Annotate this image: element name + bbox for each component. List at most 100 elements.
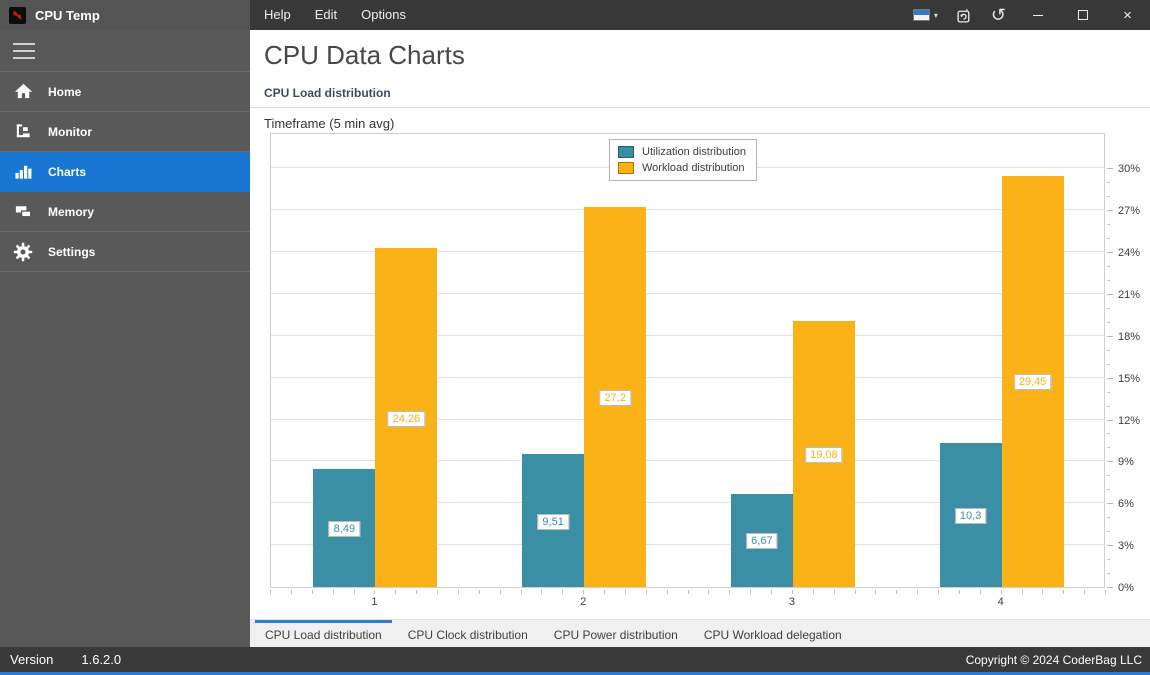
hamburger-menu-icon[interactable] [13,43,35,59]
y-minor-tick [1107,363,1110,365]
y-minor-tick [1107,489,1110,491]
x-category-label: 4 [997,596,1004,608]
y-minor-tick [1107,433,1110,435]
y-minor-tick [1107,349,1110,351]
x-tick [896,590,898,594]
minimize-button[interactable] [1015,0,1060,30]
x-tick [791,590,793,594]
y-tick [1107,210,1113,212]
y-minor-tick [1107,238,1110,240]
x-tick [771,590,772,594]
chart-tabstrip: CPU Load distribution CPU Clock distribu… [250,619,1150,647]
x-tick [270,590,271,594]
copyright-text: Copyright © 2024 CoderBag LLC [965,652,1142,667]
y-tick-label: 3% [1118,540,1134,553]
language-flag-icon [912,9,930,21]
titlebar: CPU Temp Help Edit Options ▾ [0,0,1150,30]
bar-value-label: 24,26 [387,410,426,427]
x-tick [583,590,585,594]
sidebar-item-label: Memory [48,204,95,219]
x-tick [353,590,355,594]
x-tick [812,590,814,594]
sidebar-item-monitor[interactable]: Monitor [0,112,250,152]
main-content: CPU Data Charts CPU Load distribution Ti… [250,30,1150,647]
gridline [271,251,1104,253]
x-tick [604,590,605,594]
x-tick [708,590,710,594]
y-tick-label: 21% [1118,288,1141,301]
legend-label: Utilization distribution [642,146,746,158]
language-flag-button[interactable]: ▾ [904,0,947,30]
legend-label: Workload distribution [642,162,745,174]
y-minor-tick [1107,391,1110,393]
version-value: 1.6.2.0 [81,652,122,667]
x-tick [395,590,397,594]
titlebar-brand: CPU Temp [0,0,250,30]
x-tick [437,590,438,594]
x-tick [1000,590,1002,594]
x-tick [416,590,418,594]
y-minor-tick [1107,196,1110,198]
x-tick [938,590,939,594]
sidebar-item-settings[interactable]: Settings [0,232,250,272]
page-title: CPU Data Charts [264,40,465,70]
x-axis-ticks [270,590,1107,595]
monitor-tree-icon [13,122,33,142]
maximize-icon [1077,10,1088,20]
menu-options[interactable]: Options [361,7,406,22]
y-minor-tick [1107,573,1110,575]
y-tick-label: 12% [1118,414,1141,427]
refresh-window-button[interactable] [947,0,982,30]
sidebar-item-label: Monitor [48,124,92,139]
y-tick-label: 6% [1118,498,1134,511]
y-tick [1107,587,1113,588]
x-tick [562,590,564,594]
x-tick [1105,590,1106,594]
gear-icon [13,242,33,262]
menu-edit[interactable]: Edit [314,7,338,22]
x-tick [917,590,919,594]
bar-value-label: 6,67 [746,533,778,550]
tab-cpu-load-distribution[interactable]: CPU Load distribution [255,620,392,647]
y-tick [1107,419,1113,421]
tab-cpu-workload-delegation[interactable]: CPU Workload delegation [703,628,842,642]
x-tick [624,590,626,594]
sidebar-item-label: Charts [48,164,87,179]
x-tick [645,590,647,594]
y-tick-label: 27% [1118,205,1141,218]
status-bar: Version 1.6.2.0 Copyright © 2024 CoderBa… [0,647,1150,675]
window-body: Home Monitor [0,30,1150,647]
tab-cpu-power-distribution[interactable]: CPU Power distribution [553,628,678,642]
gridline [271,334,1104,336]
sidebar-item-memory[interactable]: Memory [0,192,250,232]
maximize-button[interactable] [1060,0,1105,30]
sidebar-nav: Home Monitor [0,71,250,272]
bar-chart-icon [13,162,33,182]
y-tick [1107,335,1113,337]
section-title: CPU Load distribution [264,86,391,100]
y-tick-label: 9% [1118,456,1134,469]
menu-help[interactable]: Help [264,7,291,22]
x-tick [311,590,313,594]
y-tick [1107,168,1113,170]
sidebar-item-charts[interactable]: Charts [0,152,250,192]
legend-item: Utilization distribution [618,146,746,158]
y-minor-tick [1107,279,1110,281]
y-tick [1107,503,1113,505]
y-tick-label: 15% [1118,372,1141,385]
tab-cpu-clock-distribution[interactable]: CPU Clock distribution [407,628,528,642]
bar-value-label: 8,49 [328,520,361,537]
x-tick [1021,590,1023,594]
y-minor-tick [1107,559,1110,561]
x-category-label: 3 [788,596,795,608]
x-tick [687,590,689,594]
sidebar-item-home[interactable]: Home [0,72,250,112]
close-button[interactable]: × [1105,0,1150,30]
undo-button[interactable]: ↺ [982,0,1015,30]
bar-value-label: 10,3 [954,508,987,525]
x-tick [457,590,459,594]
x-tick [1042,590,1044,594]
y-tick [1107,545,1113,547]
bar-value-label: 9,51 [537,513,569,530]
